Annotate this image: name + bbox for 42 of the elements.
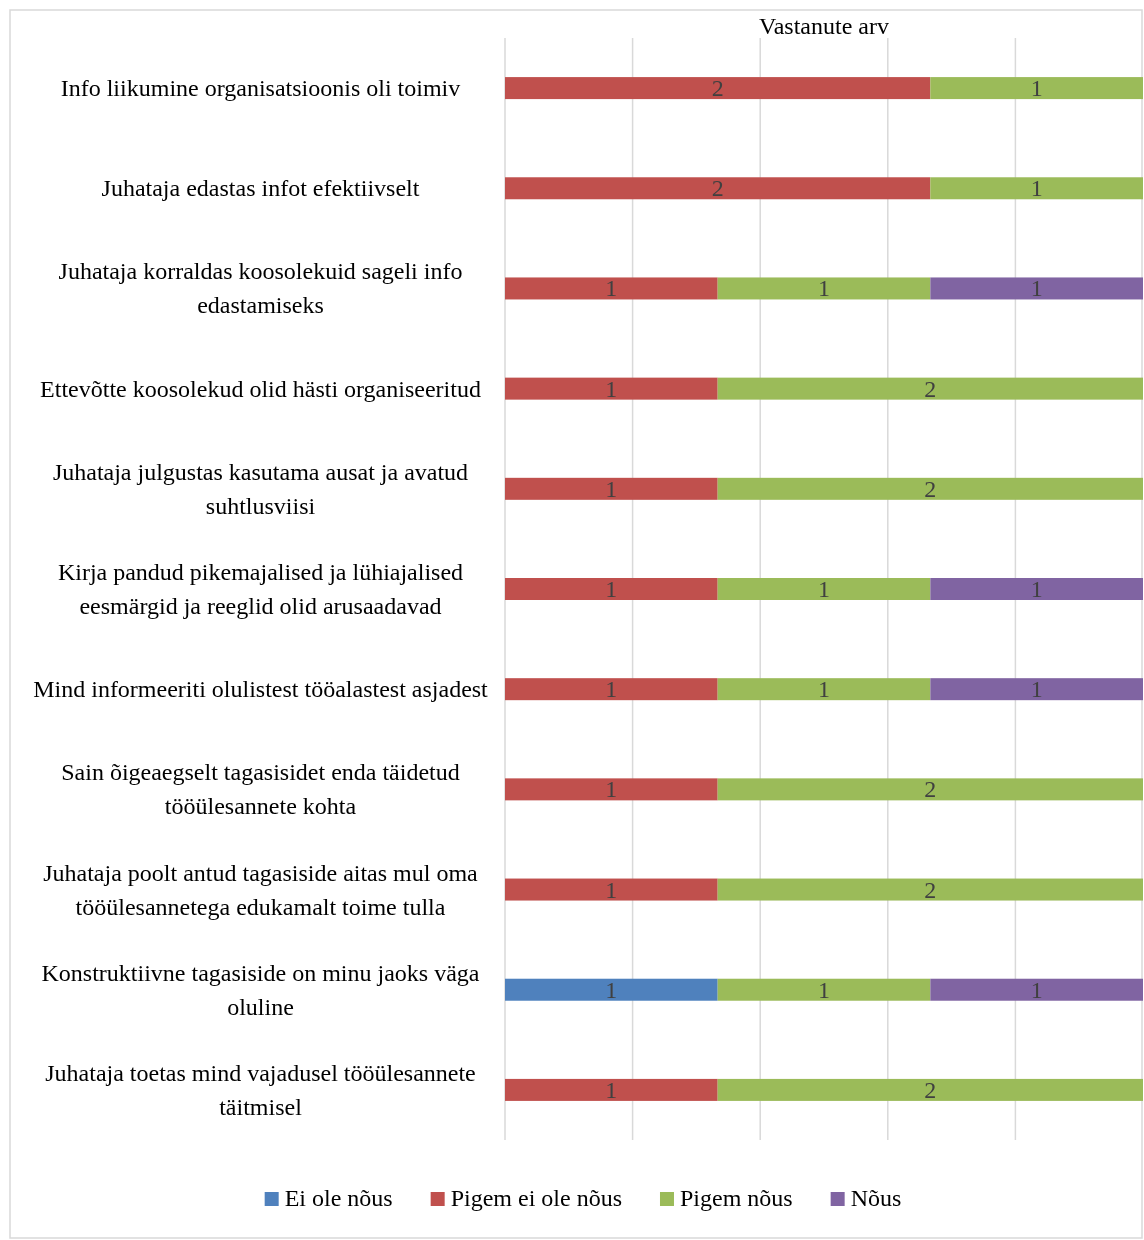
- data-label: 1: [818, 275, 830, 302]
- legend-label: Pigem ei ole nõus: [450, 1185, 622, 1211]
- data-label: 1: [605, 676, 618, 703]
- data-label: 2: [924, 475, 937, 502]
- y-tick-label: Juhataja poolt antud tagasiside aitas mul oma tööülesannetega edukamalt toime tulla: [43, 859, 479, 920]
- data-label: 1: [605, 375, 618, 402]
- data-label: 1: [1030, 175, 1043, 202]
- data-label: 1: [1030, 676, 1043, 703]
- data-label: 2: [924, 375, 937, 402]
- y-tick-label: Info liikumine organisatsioonis oli toimiv: [60, 75, 461, 102]
- data-label: 1: [818, 976, 830, 1003]
- data-label: 1: [1030, 75, 1043, 102]
- data-label: 1: [605, 475, 618, 502]
- data-label: 2: [711, 175, 724, 202]
- data-label: 2: [924, 1076, 937, 1103]
- y-tick-label: Sain õigeaegselt tagasisidet enda täidetud tööülesannete kohta: [61, 759, 460, 820]
- data-label: 1: [605, 275, 618, 302]
- y-tick-label: Juhataja edastas infot efektiivselt: [101, 175, 420, 202]
- data-label: 1: [605, 1076, 618, 1103]
- data-label: 1: [818, 576, 830, 602]
- data-label: 2: [924, 776, 937, 803]
- data-label: 1: [605, 576, 618, 602]
- y-tick-label: Ettevõtte koosolekud olid hästi organiseeritud: [40, 375, 481, 402]
- legend-label: Pigem nõus: [679, 1185, 793, 1211]
- data-label: 2: [711, 75, 724, 102]
- data-label: 1: [605, 876, 618, 903]
- data-label: 2: [924, 876, 937, 903]
- data-label: 1: [818, 676, 830, 703]
- y-tick-label: Juhataja julgustas kasutama ausat ja avatud suhtlusviisi: [52, 458, 469, 519]
- chart-title: Vastanute arv: [759, 13, 889, 39]
- y-tick-label: Juhataja toetas mind vajadusel tööülesannete täitmisel: [45, 1059, 476, 1120]
- y-tick-label: Mind informeeriti olulistest tööalastest asjadest: [33, 676, 489, 703]
- data-label: 1: [605, 976, 618, 1003]
- data-label: 1: [605, 776, 618, 803]
- data-label: 1: [1030, 976, 1043, 1003]
- data-label: 1: [1030, 275, 1043, 302]
- y-tick-label: Konstruktiivne tagasiside on minu jaoks väga oluline: [41, 959, 480, 1020]
- legend-label: Nõus: [850, 1185, 902, 1211]
- y-tick-label: Juhataja korraldas koosolekuid sageli info edastamiseks: [58, 258, 463, 319]
- y-tick-label: Kirja pandud pikemajalised ja lühiajalised eesmärgid ja reeglid olid arusaadavad: [57, 559, 464, 619]
- legend-label: Ei ole nõus: [284, 1185, 393, 1211]
- data-label: 1: [1030, 576, 1043, 602]
